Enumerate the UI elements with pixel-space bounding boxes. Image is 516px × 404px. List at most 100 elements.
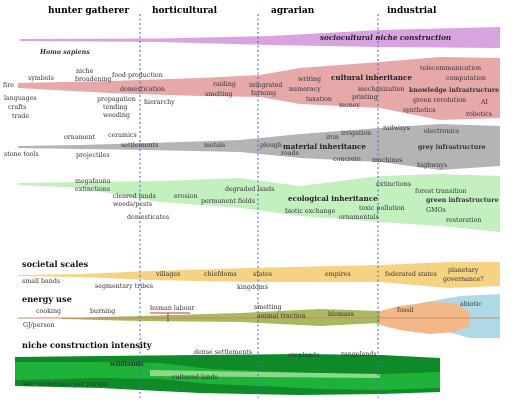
- label-permanent-fields: permanent fields: [201, 198, 255, 205]
- label-extinctions: extinctions: [75, 186, 110, 193]
- label-tending: tending: [103, 104, 127, 111]
- label-food-production: food production: [112, 72, 163, 79]
- label-money: money: [339, 102, 361, 109]
- cultural-title: cultural inheritance: [331, 73, 412, 82]
- label-domesticates: domesticates: [127, 214, 169, 221]
- label-fire: fire: [3, 82, 14, 89]
- material-title: material inheritance: [283, 142, 366, 151]
- label-propagation: propagation: [97, 96, 136, 103]
- label-settlements: settlements: [121, 142, 158, 149]
- label-raiding: raiding: [213, 81, 236, 88]
- label-concrete: concrete: [333, 156, 361, 163]
- label-trade: trade: [12, 113, 29, 120]
- label-farming: farming: [251, 90, 276, 97]
- label-robotics: robotics: [466, 111, 492, 118]
- material-band: [18, 124, 500, 170]
- label-green-infrastructure: green infrastructure: [426, 197, 499, 204]
- label-federated-states: federated states: [385, 271, 437, 278]
- label-railways: railways: [383, 125, 410, 132]
- label-small-bands: small bands: [22, 278, 60, 285]
- label-symbols: symbols: [28, 75, 54, 82]
- label-niche: niche: [76, 68, 94, 75]
- label-languages: languages: [4, 95, 37, 102]
- label-villages: villages: [155, 271, 180, 278]
- label-states: states: [253, 271, 272, 278]
- era-hunter-gatherer: hunter gatherer: [48, 6, 129, 16]
- label-abiotic: abiotic: [460, 301, 482, 308]
- era-industrial: industrial: [387, 6, 437, 16]
- label-computation: computation: [446, 75, 486, 82]
- societal-band: [18, 262, 500, 288]
- label-km2-per-person: km² anthromes per person: [23, 381, 108, 388]
- label-toxic-pollution: toxic pollution: [359, 205, 405, 212]
- label-governance: governance?: [443, 276, 484, 283]
- label-smelting: smelting: [205, 91, 233, 98]
- label-knowledge-infrastructure: knowledge infrastructure: [409, 87, 499, 94]
- label-ceramics: ceramics: [108, 132, 137, 139]
- label-empires: empires: [325, 271, 351, 278]
- ecological-band: [18, 174, 500, 232]
- label-croplands: croplands: [288, 352, 319, 359]
- label-grey-infrastructure: grey infrastructure: [418, 144, 486, 151]
- label-forest-transition: forest transition: [415, 188, 467, 195]
- label-printing: printing: [352, 94, 378, 101]
- label-kingdoms: kingdoms: [237, 284, 268, 291]
- label-rangelands: rangelands: [341, 351, 377, 358]
- era-agrarian: agrarian: [271, 6, 315, 16]
- label-extinctions-industrial: extinctions: [376, 181, 411, 188]
- cultural-band: [18, 57, 500, 120]
- label-ornament: ornament: [64, 134, 95, 141]
- label-green-revolution: green revolution: [413, 97, 466, 104]
- label-wildlands: wildlands: [109, 361, 144, 368]
- sociocultural-title: sociocultural niche construction: [320, 33, 451, 42]
- label-gmos: GMOs: [426, 207, 446, 214]
- label-weeds-pests: weeds/pests: [113, 201, 152, 208]
- label-synthetics: synthetics: [403, 107, 435, 114]
- label-iron: iron: [326, 134, 339, 141]
- homo-sapiens-label: Homo sapiens: [39, 49, 90, 56]
- label-animal-traction: animal traction: [257, 313, 306, 320]
- energy-title: energy use: [22, 294, 72, 304]
- label-segmentary-tribes: segmentary tribes: [95, 283, 153, 290]
- label-biotic-exchange: biotic exchange: [285, 208, 336, 215]
- label-dense-settlements: dense settlements: [194, 349, 252, 356]
- label-integrated: integrated: [249, 82, 282, 89]
- ecological-title: ecological inheritance: [288, 194, 378, 203]
- label-cleared-lands: cleared lands: [113, 193, 156, 200]
- label-burning: burning: [90, 308, 115, 315]
- label-fossil: fossil: [397, 307, 414, 314]
- era-horticultural: horticultural: [152, 6, 218, 16]
- label-telecommunication: telecommunication: [420, 65, 481, 72]
- label-domestication: domestication: [120, 86, 165, 93]
- sociocultural-band: [20, 27, 500, 48]
- label-smelting-energy: smelting: [254, 304, 282, 311]
- societal-title: societal scales: [22, 259, 89, 269]
- label-taxation: taxation: [306, 96, 332, 103]
- label-restoration: restoration: [446, 217, 481, 224]
- label-ai: AI: [480, 99, 489, 106]
- label-human-labour: human labour: [150, 305, 196, 312]
- cultured-lands-strip: [150, 370, 380, 378]
- label-chiefdoms: chiefdoms: [204, 271, 237, 278]
- label-ornamentals: ornamentals: [339, 214, 379, 221]
- label-stone-tools: stone tools: [4, 151, 39, 158]
- label-cooking: cooking: [36, 308, 61, 315]
- label-projectiles: projectiles: [76, 152, 110, 159]
- label-hierarchy: hierarchy: [144, 99, 175, 106]
- label-irrigation: irrigation: [341, 130, 371, 137]
- label-broadening: broadening: [75, 76, 112, 83]
- intensity-title: niche construction intensity: [22, 340, 152, 350]
- label-mechanization: mechanization: [358, 86, 405, 93]
- label-megafauna: megafauna: [75, 178, 111, 185]
- label-highways: highways: [417, 162, 447, 169]
- label-electronics: electronics: [424, 128, 459, 135]
- label-machines: machines: [372, 157, 402, 164]
- label-crafts: crafts: [8, 104, 26, 111]
- label-roads: roads: [281, 150, 299, 157]
- label-gj-person: GJ/person: [23, 322, 55, 329]
- label-writing: writing: [298, 76, 321, 83]
- label-numeracy: numeracy: [289, 86, 321, 93]
- label-weeding: weeding: [103, 112, 130, 119]
